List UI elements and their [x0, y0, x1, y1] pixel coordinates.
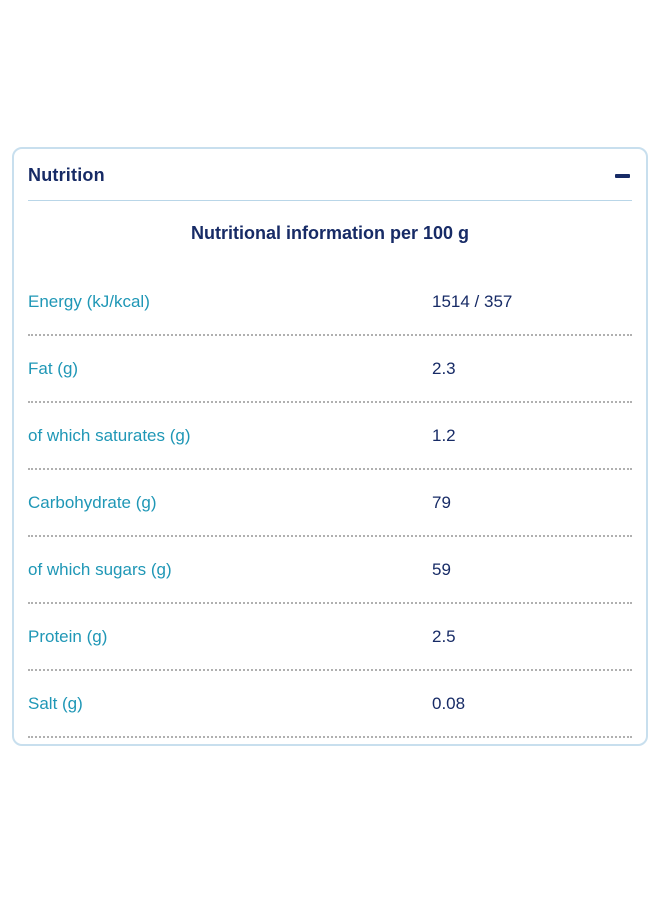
nutrient-value: 2.5	[432, 626, 456, 646]
collapse-minus-icon[interactable]	[615, 173, 630, 178]
nutrient-label: of which sugars (g)	[28, 559, 172, 579]
table-row: of which saturates (g) 1.2	[14, 403, 646, 468]
nutrition-accordion-panel: Nutrition Nutritional information per 10…	[12, 147, 648, 746]
nutrient-value: 1.2	[432, 425, 456, 445]
row-separator	[28, 669, 632, 671]
nutrition-accordion-header[interactable]: Nutrition	[14, 149, 646, 200]
nutrient-value: 1514 / 357	[432, 291, 513, 311]
row-separator	[28, 401, 632, 403]
table-row: Carbohydrate (g) 79	[14, 470, 646, 535]
table-row: Fat (g) 2.3	[14, 336, 646, 401]
panel-title: Nutrition	[28, 165, 105, 185]
nutrient-value: 2.3	[432, 358, 456, 378]
table-row: Energy (kJ/kcal) 1514 / 357	[14, 269, 646, 334]
nutrient-label: Carbohydrate (g)	[28, 492, 157, 512]
nutrient-label: of which saturates (g)	[28, 425, 191, 445]
row-separator	[28, 602, 632, 604]
nutrient-label: Fat (g)	[28, 358, 79, 378]
table-caption: Nutritional information per 100 g	[190, 223, 470, 243]
table-row: Salt (g) 0.08	[14, 671, 646, 736]
table-row: of which sugars (g) 59	[14, 537, 646, 602]
nutrition-table: Energy (kJ/kcal) 1514 / 357 Fat (g) 2.3 …	[14, 269, 646, 738]
row-separator	[28, 468, 632, 470]
nutrient-value: 0.08	[432, 693, 466, 713]
header-divider	[28, 200, 632, 201]
nutrient-value: 59	[432, 559, 451, 579]
nutrient-label: Salt (g)	[28, 693, 83, 713]
row-separator	[28, 334, 632, 336]
row-separator	[28, 535, 632, 537]
table-row: Protein (g) 2.5	[14, 604, 646, 669]
nutrient-label: Energy (kJ/kcal)	[28, 291, 150, 311]
row-separator	[28, 736, 632, 738]
nutrient-label: Protein (g)	[28, 626, 108, 646]
nutrient-value: 79	[432, 492, 451, 512]
